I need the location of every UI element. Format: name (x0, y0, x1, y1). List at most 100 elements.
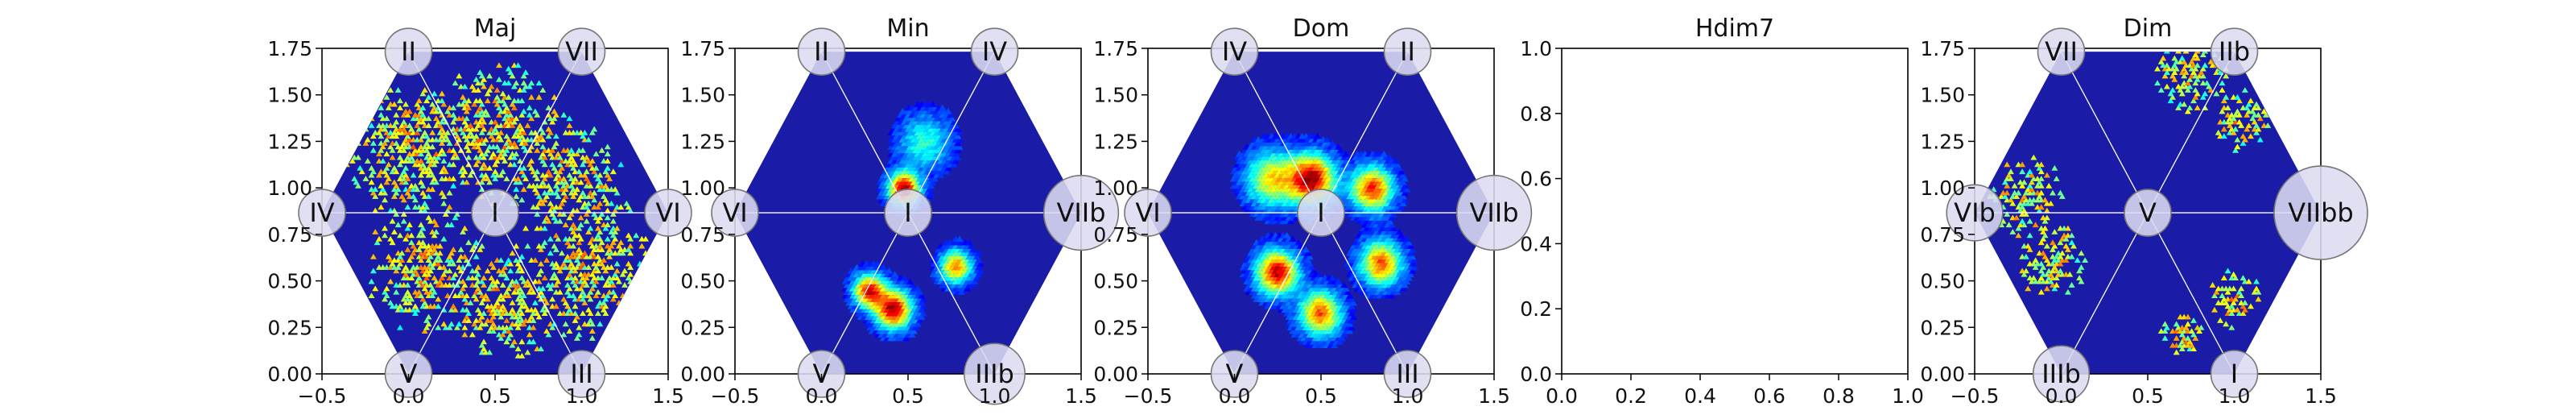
density-cell (969, 281, 977, 288)
density-cell (568, 182, 575, 189)
density-cell (404, 288, 411, 295)
density-cell (1283, 231, 1291, 239)
density-cell (446, 204, 453, 210)
density-cell (2184, 313, 2191, 320)
density-cell (609, 168, 617, 175)
density-cell (493, 87, 501, 93)
density-cell (537, 133, 544, 139)
density-cell (383, 179, 390, 185)
density-cell (2037, 239, 2045, 246)
density-cell (411, 182, 419, 189)
density-cell (900, 274, 909, 281)
y-tick-label: 1.75 (1093, 37, 1138, 60)
density-cell (402, 172, 410, 178)
y-tick-label: 1.50 (680, 84, 725, 107)
density-cell (2219, 292, 2226, 299)
density-cell (2037, 275, 2045, 281)
density-cell (473, 275, 480, 281)
density-cell (2074, 257, 2081, 263)
density-cell (457, 247, 464, 252)
density-cell (357, 108, 364, 114)
density-cell (478, 300, 485, 305)
density-cell (1409, 260, 1417, 267)
density-cell (952, 157, 960, 164)
density-cell (429, 101, 436, 107)
density-cell (417, 158, 424, 164)
density-cell (1409, 267, 1417, 274)
density-cell (520, 129, 527, 135)
density-cell (492, 126, 499, 132)
density-cell (547, 200, 554, 206)
density-cell (2186, 83, 2194, 89)
density-cell (499, 97, 506, 104)
density-cell (514, 282, 522, 288)
density-cell (520, 80, 527, 86)
density-cell (2021, 193, 2028, 199)
density-cell (2004, 161, 2011, 168)
density-cell (425, 193, 432, 199)
density-cell (393, 211, 400, 217)
density-cell (598, 275, 605, 281)
density-cell (372, 186, 379, 193)
density-cell (481, 154, 488, 160)
density-cell (499, 268, 506, 274)
density-cell (609, 232, 617, 239)
density-cell (539, 285, 547, 292)
density-cell (580, 147, 587, 153)
density-cell (613, 268, 621, 274)
density-cell (609, 296, 617, 302)
density-cell (408, 296, 415, 302)
density-cell (560, 189, 568, 196)
density-cell (534, 168, 541, 175)
density-cell (505, 328, 512, 334)
density-cell (2026, 247, 2033, 252)
density-cell (492, 118, 499, 125)
density-cell (952, 150, 960, 157)
density-cell (549, 161, 556, 168)
density-cell (2223, 73, 2230, 79)
density-cell (2181, 65, 2188, 72)
density-cell (444, 292, 452, 299)
density-cell (1334, 143, 1343, 150)
density-cell (450, 118, 457, 125)
density-cell (402, 264, 410, 270)
density-cell (429, 143, 436, 150)
density-cell (369, 268, 377, 274)
density-cell (429, 186, 436, 193)
density-cell (587, 239, 594, 246)
y-tick-label: 0.75 (680, 223, 725, 247)
density-cell (489, 264, 497, 270)
density-cell (651, 260, 658, 267)
density-cell (975, 249, 983, 256)
density-cell (556, 268, 564, 274)
density-cell (375, 151, 382, 157)
density-cell (528, 158, 535, 164)
density-cell (604, 222, 611, 228)
density-cell (576, 232, 583, 239)
density-cell (1399, 193, 1407, 200)
density-cell (2255, 105, 2262, 110)
density-cell (402, 235, 410, 242)
density-cell (598, 247, 605, 252)
density-cell (566, 172, 573, 178)
density-cell (450, 176, 457, 181)
density-cell (431, 90, 438, 97)
density-cell (627, 250, 634, 256)
x-tick-label: 0.5 (892, 384, 924, 408)
node-circle (884, 189, 932, 237)
density-cell (473, 253, 480, 259)
density-cell (461, 83, 469, 89)
density-cell (471, 101, 478, 107)
density-cell (419, 296, 427, 302)
density-cell (448, 250, 455, 256)
axes-frame (1561, 48, 1909, 375)
node-vi: VI (644, 189, 692, 237)
density-cell (520, 164, 527, 171)
density-cell (2234, 108, 2241, 114)
density-cell (411, 303, 419, 309)
density-cell (465, 154, 473, 160)
density-cell (2051, 285, 2058, 292)
density-cell (481, 338, 488, 345)
density-cell (402, 101, 410, 107)
density-cell (604, 172, 611, 178)
